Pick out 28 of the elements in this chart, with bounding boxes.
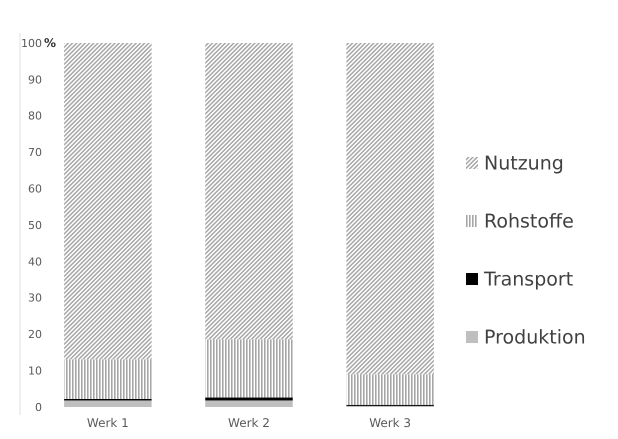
bar bbox=[64, 43, 152, 360]
y-tick-label: 60 bbox=[28, 182, 42, 196]
x-tick-label: Werk 2 bbox=[228, 416, 270, 430]
x-tick-label: Werk 3 bbox=[369, 416, 412, 430]
y-tick-label: 80 bbox=[28, 110, 42, 123]
y-tick-label: 0 bbox=[35, 400, 42, 414]
y-tick-label: 90 bbox=[28, 73, 42, 86]
bar bbox=[64, 359, 152, 399]
bar bbox=[346, 374, 434, 405]
legend-label: Transport bbox=[483, 268, 574, 291]
legend-label: Rohstoffe bbox=[484, 210, 574, 233]
y-tick-label: 20 bbox=[28, 328, 42, 342]
y-tick-label: 50 bbox=[28, 218, 42, 232]
legend-label: Nutzung bbox=[484, 152, 564, 175]
bar bbox=[205, 43, 293, 340]
legend-label: Produktion bbox=[484, 326, 586, 349]
bar bbox=[205, 339, 293, 398]
y-tick-label: 70 bbox=[28, 146, 42, 160]
bar bbox=[346, 43, 434, 374]
x-tick-label: Werk 1 bbox=[86, 416, 129, 430]
y-axis-title: % bbox=[44, 36, 56, 50]
y-tick-label: 100 bbox=[21, 36, 42, 50]
bar bbox=[64, 400, 152, 407]
bar bbox=[205, 398, 293, 400]
y-tick-label: 40 bbox=[28, 255, 42, 268]
bar bbox=[205, 400, 293, 407]
y-tick-label: 30 bbox=[28, 292, 42, 305]
y-tick-label: 10 bbox=[28, 364, 42, 378]
